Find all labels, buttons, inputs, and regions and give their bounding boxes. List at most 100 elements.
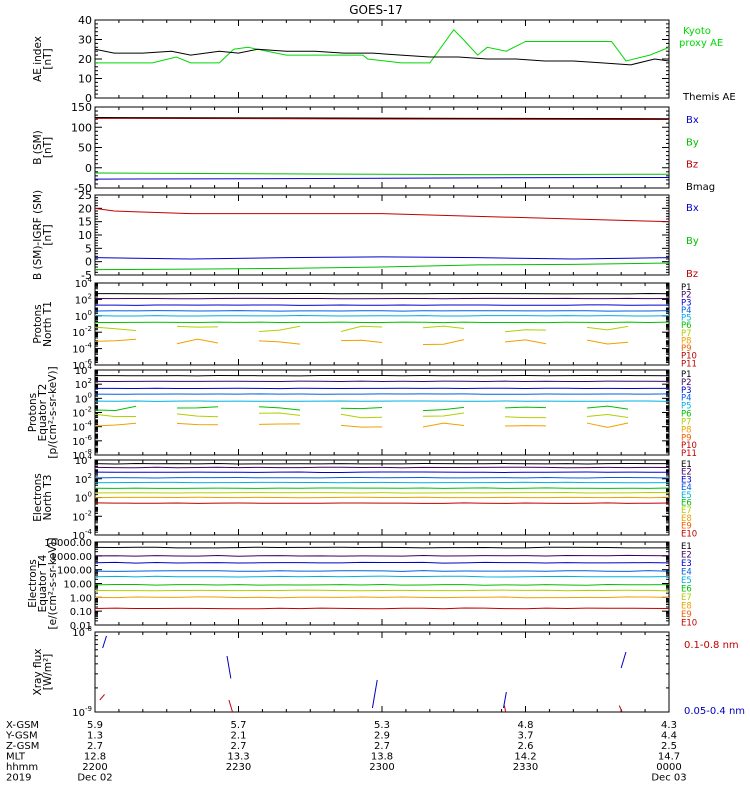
x-row-value: 12.8: [84, 752, 106, 763]
series-p7-segment: [587, 414, 628, 417]
y-tick-label: 10-2: [72, 509, 92, 523]
series-p6-segment: [423, 407, 464, 410]
y-axis-title: [p/(cm²-s-sr-keV)]: [47, 366, 59, 458]
x-row-value: 1.3: [87, 731, 103, 742]
y-tick-label: 100: [75, 309, 92, 323]
series-p7-segment: [341, 414, 382, 417]
series-p8-segment: [95, 339, 136, 341]
plot-title: GOES-17: [349, 3, 403, 17]
legend-entry: Bmag: [686, 182, 715, 193]
y-tick-label: 15: [78, 216, 92, 229]
y-axis-title: [nT]: [42, 48, 54, 69]
series-e5: [95, 482, 669, 483]
y-tick-label: 10: [78, 73, 92, 86]
legend-entry: By: [686, 137, 699, 148]
x-row-label: MLT: [6, 752, 26, 763]
y-tick-label: 10-9: [72, 705, 92, 719]
x-row-value: 2230: [226, 762, 251, 773]
legend-entry: E10: [681, 529, 697, 539]
y-tick-label: 100.00: [57, 566, 92, 577]
series-e5: [95, 576, 669, 577]
y-tick-label: 104: [75, 453, 93, 467]
y-axis-title: [nT]: [42, 224, 54, 245]
panel-frame: [95, 632, 669, 712]
series-bz: [95, 208, 669, 221]
y-tick-label: 10.00: [63, 580, 92, 591]
series-e9: [95, 608, 669, 609]
x-row-label: Y-GSM: [5, 731, 38, 742]
series-p8-segment: [341, 340, 382, 342]
data-area: [95, 208, 669, 269]
x-row-value: 14.2: [514, 752, 536, 763]
series-p7-segment: [95, 414, 136, 416]
series-e4: [95, 571, 669, 572]
legend-entry: Bz: [686, 160, 698, 171]
y-tick-label: 102: [75, 377, 92, 391]
legend-entry: By: [686, 236, 699, 247]
x-row-value: 5.9: [87, 720, 103, 731]
y-axis-title: [nT]: [42, 137, 54, 158]
y-tick-label: 10-8: [72, 625, 92, 639]
series-p6-segment: [259, 407, 300, 410]
y-tick-label: 150: [71, 101, 92, 114]
y-axis-title: [W/m²]: [42, 654, 54, 691]
legend-entry: Themis AE: [682, 92, 736, 103]
x-row-value: 3.7: [518, 731, 534, 742]
y-tick-label: 40: [78, 14, 92, 27]
x-row-value: 5.3: [374, 720, 390, 731]
series-p8-segment: [95, 423, 136, 426]
series-p8-segment: [177, 423, 218, 424]
xray-flux-segment: [229, 700, 234, 716]
x-row-value: 2.7: [231, 741, 247, 752]
legend-entry: E10: [681, 619, 697, 629]
x-row-value: 2.9: [374, 731, 390, 742]
y-tick-label: 10-2: [72, 406, 92, 420]
x-row-value: 0000: [656, 762, 681, 773]
series-p7-segment: [259, 413, 300, 415]
series-e6: [95, 584, 669, 585]
series-p7-segment: [423, 326, 464, 328]
series-p8-segment: [259, 341, 300, 344]
series-p8-segment: [423, 340, 464, 345]
series-p7-segment: [587, 326, 628, 329]
series-p7-segment: [423, 413, 464, 416]
series-p8-segment: [423, 423, 464, 427]
legend-entry: Bx: [686, 115, 699, 126]
y-tick-label: 0: [85, 256, 92, 269]
xray-flux-segment: [621, 652, 626, 668]
xray-flux-segment: [227, 656, 231, 678]
series-bx: [95, 177, 669, 179]
xray-flux-segment: [504, 706, 506, 716]
x-row-value: 4.8: [518, 720, 534, 731]
series-p7-segment: [177, 414, 218, 417]
x-row-value: 2330: [513, 762, 538, 773]
legend-entry: 0.05-0.4 nm: [684, 706, 745, 717]
series-p6-segment: [177, 407, 218, 408]
y-axis-title: [e/(cm²-s-sr-keV)]: [47, 538, 59, 630]
series-e3: [95, 562, 669, 563]
y-axis-title: North T3: [42, 475, 54, 521]
series-p8-segment: [587, 340, 628, 344]
x-row-value: 2.1: [231, 731, 247, 742]
series-by: [95, 173, 669, 175]
series-e8: [95, 597, 669, 598]
y-tick-label: 20: [78, 53, 92, 66]
data-area: [95, 118, 669, 180]
panel-frame: [95, 195, 669, 275]
y-tick-label: 104: [75, 276, 93, 290]
x-row-label: hhmm: [6, 762, 38, 773]
legend-entry: P11: [681, 359, 697, 369]
series-e7: [95, 493, 669, 494]
legend-entry: Bx: [686, 203, 699, 214]
y-tick-label: 100: [71, 121, 92, 134]
y-axis-title: North T1: [42, 301, 54, 347]
y-tick-label: 10-6: [72, 434, 92, 448]
series-e8: [95, 497, 669, 498]
series-p7-segment: [259, 326, 300, 331]
legend-entry: 0.1-0.8 nm: [684, 640, 739, 651]
x-row-value: Dec 02: [77, 773, 112, 784]
